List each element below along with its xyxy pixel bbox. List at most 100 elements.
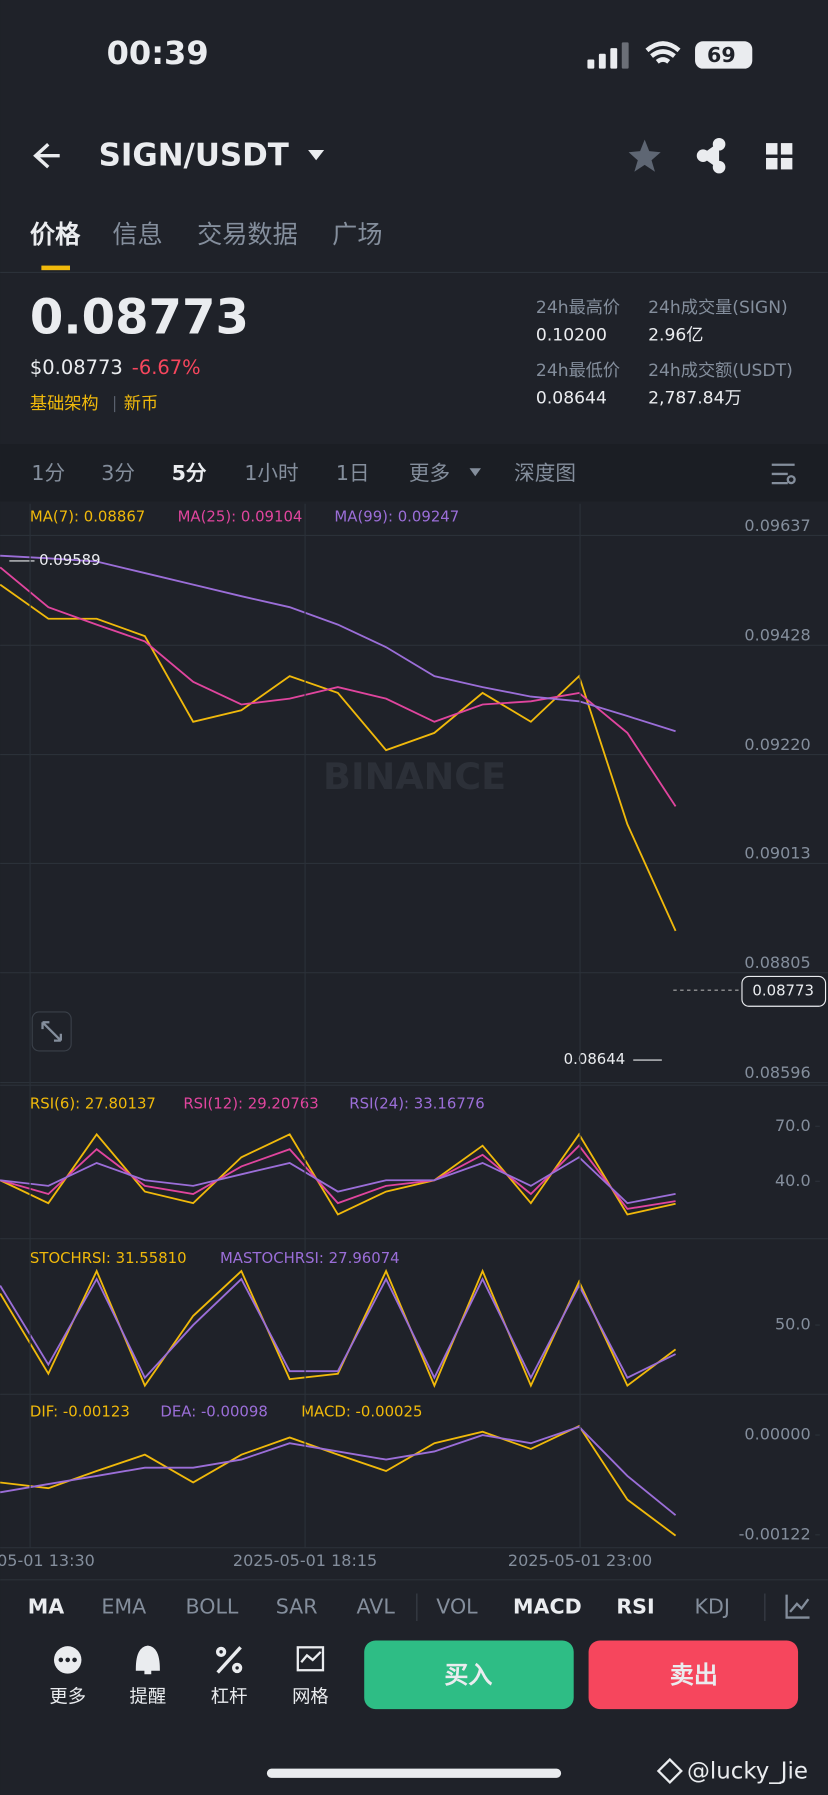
interval[interactable]: 3分: [101, 461, 135, 485]
expand-button[interactable]: [31, 1011, 72, 1052]
buy-label[interactable]: 买入: [444, 1661, 492, 1689]
y-tick-label: 0.09637: [744, 516, 810, 535]
legend-entry: RSI(12): 29.20763: [183, 1095, 318, 1113]
wifi-icon: [645, 41, 681, 64]
indicator-tab[interactable]: BOLL: [185, 1594, 238, 1618]
interval[interactable]: 更多: [409, 461, 450, 485]
y-tick-label: -0.00122: [739, 1524, 811, 1543]
indicator-tab[interactable]: RSI: [616, 1594, 654, 1618]
watermark: @lucky_Jie: [687, 1759, 808, 1785]
stat-label: 24h成交量(SIGN): [648, 298, 788, 318]
y-tick-label: 0.09013: [744, 844, 810, 863]
indicator-tab[interactable]: MA: [28, 1594, 64, 1618]
legend-entry: RSI(6): 27.80137: [30, 1095, 156, 1113]
y-tick-label: 70.0: [775, 1116, 811, 1135]
legend-entry: STOCHRSI: 31.55810: [30, 1249, 187, 1267]
sell-button[interactable]: [588, 1640, 799, 1710]
x-tick-label: 2025-05-01 23:00: [508, 1551, 652, 1570]
price-change: -6.67%: [132, 356, 201, 379]
sell-label[interactable]: 卖出: [670, 1661, 718, 1689]
usd-price: $0.08773: [30, 356, 123, 379]
interval[interactable]: 1小时: [244, 461, 298, 485]
interval[interactable]: 5分: [172, 461, 207, 485]
stat-value: 2.96亿: [648, 325, 703, 345]
low-label: 0.08644: [564, 1050, 626, 1068]
action-label[interactable]: 提醒: [130, 1687, 167, 1708]
tab-indicator: [41, 265, 70, 271]
action-label[interactable]: 杠杆: [211, 1687, 248, 1708]
stat-value: 0.08644: [536, 388, 607, 408]
layout-button[interactable]: [766, 143, 793, 170]
last-price-box: [741, 975, 827, 1007]
legend-entry: MA(99): 0.09247: [334, 507, 459, 525]
battery-level: 69: [707, 43, 736, 67]
legend-entry: DIF: -0.00123: [30, 1403, 130, 1421]
series-line: [0, 1144, 676, 1210]
tag[interactable]: 基础架构: [30, 394, 99, 414]
tab[interactable]: 广场: [332, 220, 382, 249]
interval[interactable]: 深度图: [514, 461, 576, 485]
clock: 00:39: [107, 34, 209, 72]
series-line: [0, 583, 677, 932]
indicator-tab[interactable]: EMA: [101, 1594, 146, 1618]
last-price: 0.08773: [30, 290, 249, 346]
buy-button[interactable]: [364, 1640, 574, 1710]
y-tick-label: 0.08596: [744, 1063, 810, 1082]
indicator-tab[interactable]: AVL: [356, 1594, 395, 1618]
indicator-tab[interactable]: KDJ: [694, 1594, 729, 1618]
pair-title[interactable]: SIGN/USDT: [99, 137, 289, 173]
interval[interactable]: 1日: [336, 461, 370, 485]
watermark-logo: [656, 1757, 683, 1785]
interval-bar: [0, 444, 828, 502]
series-line: [0, 1424, 677, 1537]
y-tick-label: 0.09220: [744, 735, 810, 754]
grid-icon: [296, 1646, 325, 1672]
stat-label: 24h最低价: [536, 361, 620, 381]
high-label: 0.09589: [39, 551, 101, 569]
y-tick-label: 0.08805: [744, 953, 810, 972]
alert-icon: [135, 1645, 160, 1675]
share-button[interactable]: [696, 137, 726, 174]
stat-label: 24h最高价: [536, 298, 620, 318]
legend-entry: MASTOCHRSI: 27.96074: [220, 1249, 400, 1267]
indicator-tab[interactable]: SAR: [276, 1594, 318, 1618]
pair-dropdown[interactable]: [308, 149, 325, 161]
x-tick-label: 2025-05-01 18:15: [233, 1551, 377, 1570]
series-line: [0, 554, 676, 733]
tab[interactable]: 价格: [30, 220, 81, 249]
tab[interactable]: 信息: [112, 220, 162, 249]
indicator-tabs: MA EMA BOLL SAR AVL VOL MACD RSI KDJ: [28, 1594, 730, 1618]
series-line: [0, 1425, 677, 1516]
y-tick-label: 40.0: [775, 1171, 811, 1190]
series-line: [0, 1132, 676, 1216]
expand-icon: [41, 1021, 62, 1042]
indicator-tab[interactable]: VOL: [436, 1594, 478, 1618]
indicator-settings[interactable]: [785, 1594, 810, 1619]
indicator-tab[interactable]: MACD: [513, 1594, 582, 1618]
stat-value: 2,787.84万: [648, 388, 742, 408]
tag[interactable]: 新币: [124, 394, 158, 414]
legend-entry: DEA: -0.00098: [160, 1403, 267, 1421]
favorite-button[interactable]: [628, 139, 661, 172]
action-label[interactable]: 网格: [292, 1687, 329, 1708]
legend-entry: RSI(24): 33.16776: [349, 1095, 484, 1113]
stat-value: 0.10200: [536, 325, 607, 345]
home-indicator: [266, 1768, 562, 1778]
more-dropdown[interactable]: [469, 468, 481, 477]
y-tick-label: 0.00000: [744, 1425, 810, 1444]
series-line: [0, 566, 677, 807]
more-icon: [53, 1646, 82, 1674]
x-tick-label: 05-01 13:30: [0, 1551, 95, 1570]
chart-watermark: BINANCE: [323, 755, 506, 798]
y-tick-label: 0.09428: [744, 626, 810, 645]
tab[interactable]: 交易数据: [197, 220, 298, 249]
stat-label: 24h成交额(USDT): [648, 361, 793, 381]
action-label[interactable]: 更多: [49, 1687, 86, 1708]
legend-entry: MA(7): 0.08867: [30, 507, 145, 525]
interval[interactable]: 1分: [31, 461, 65, 485]
back-button[interactable]: [33, 142, 60, 169]
chart-settings[interactable]: [771, 463, 796, 485]
legend-entry: MACD: -0.00025: [301, 1403, 422, 1421]
